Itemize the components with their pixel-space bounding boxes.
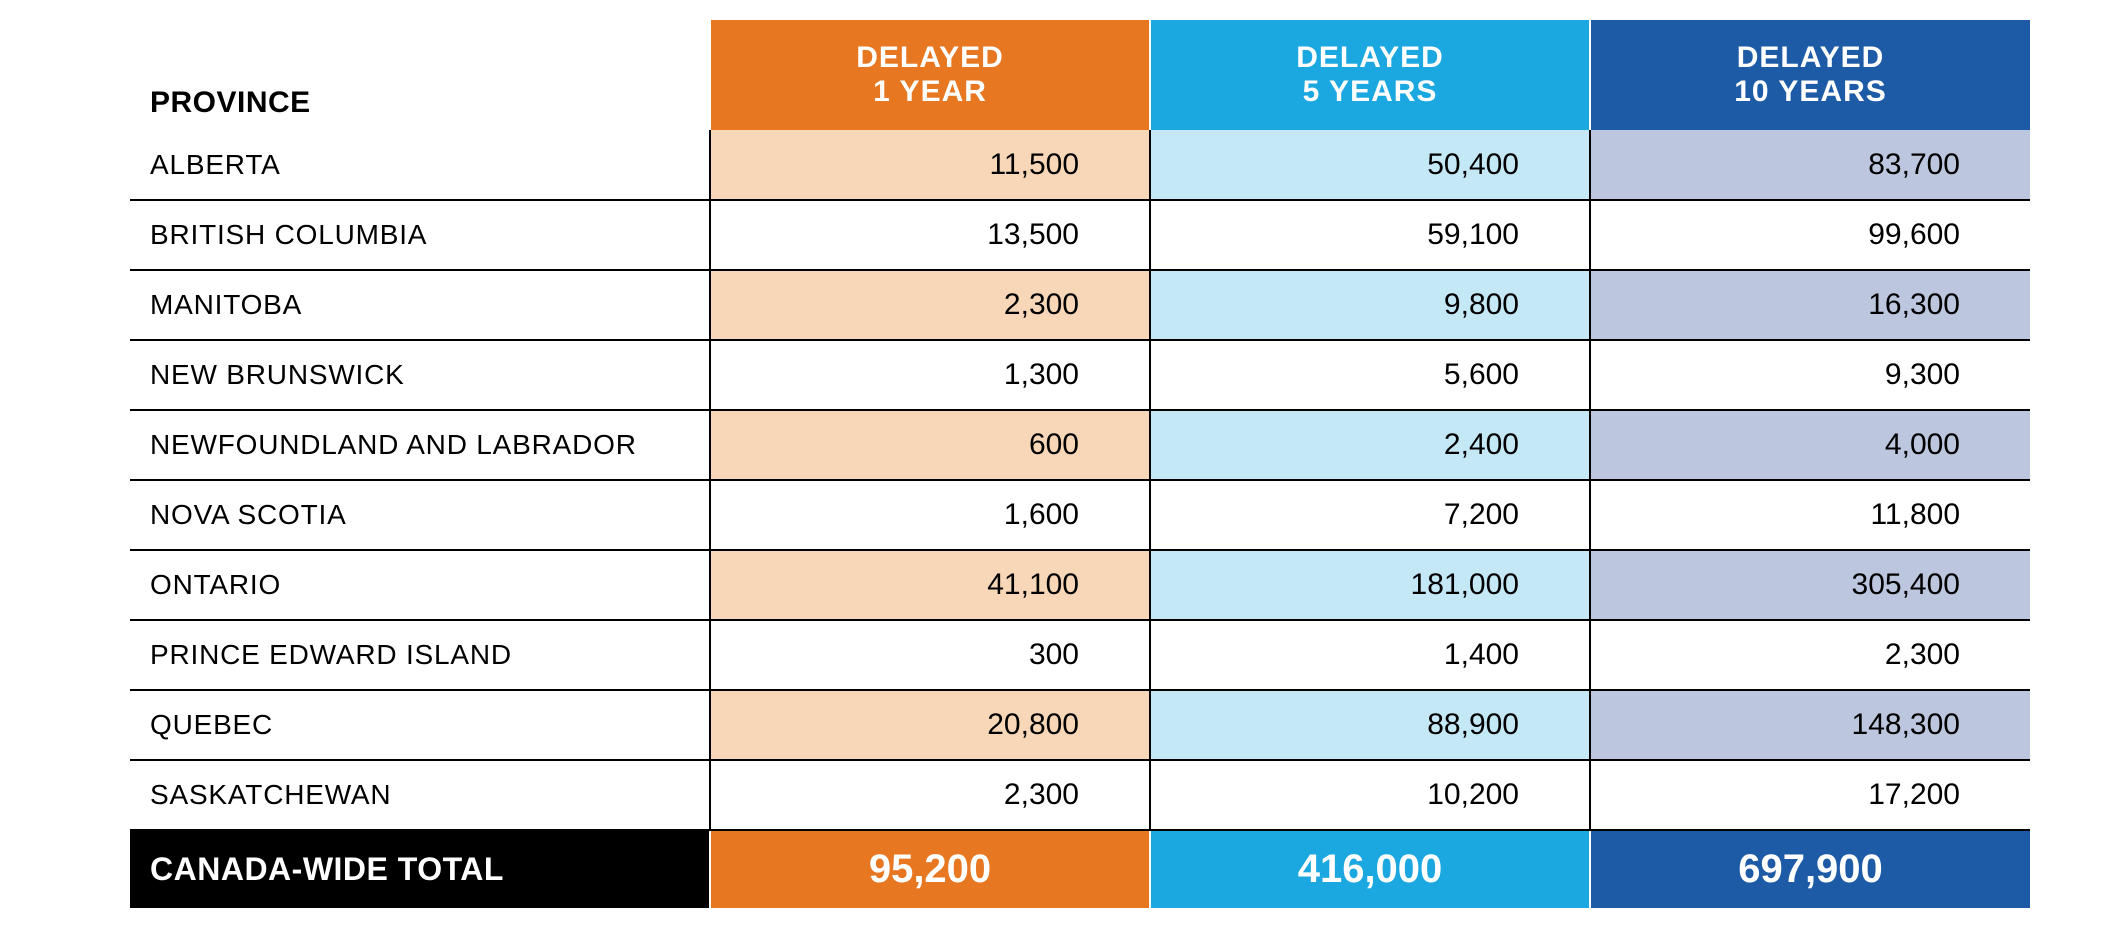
data-cell: 10,200 — [1150, 760, 1590, 830]
province-cell: ALBERTA — [130, 130, 710, 200]
table-row: MANITOBA2,3009,80016,300 — [130, 270, 2030, 340]
province-cell: MANITOBA — [130, 270, 710, 340]
data-cell: 600 — [710, 410, 1150, 480]
col-header-5yr: DELAYED 5 YEARS — [1150, 20, 1590, 130]
data-cell: 11,500 — [710, 130, 1150, 200]
table-row: NOVA SCOTIA1,6007,20011,800 — [130, 480, 2030, 550]
data-cell: 88,900 — [1150, 690, 1590, 760]
col-header-line1: DELAYED — [1737, 41, 1885, 74]
data-cell: 17,200 — [1590, 760, 2030, 830]
delay-table-container: PROVINCE DELAYED 1 YEAR DELAYED 5 YEARS … — [20, 20, 2118, 908]
col-header-10yr: DELAYED 10 YEARS — [1590, 20, 2030, 130]
col-header-line1: DELAYED — [856, 41, 1004, 74]
data-cell: 5,600 — [1150, 340, 1590, 410]
province-cell: NOVA SCOTIA — [130, 480, 710, 550]
data-cell: 181,000 — [1150, 550, 1590, 620]
col-header-line2: 5 YEARS — [1303, 75, 1438, 108]
delay-table: PROVINCE DELAYED 1 YEAR DELAYED 5 YEARS … — [130, 20, 2030, 908]
col-header-line2: 1 YEAR — [873, 75, 987, 108]
table-header: PROVINCE DELAYED 1 YEAR DELAYED 5 YEARS … — [130, 20, 2030, 130]
table-row: ONTARIO41,100181,000305,400 — [130, 550, 2030, 620]
total-cell: 416,000 — [1150, 830, 1590, 908]
col-header-line2: 10 YEARS — [1734, 75, 1887, 108]
data-cell: 1,400 — [1150, 620, 1590, 690]
data-cell: 83,700 — [1590, 130, 2030, 200]
table-body: ALBERTA11,50050,40083,700BRITISH COLUMBI… — [130, 130, 2030, 908]
total-row: CANADA-WIDE TOTAL95,200416,000697,900 — [130, 830, 2030, 908]
table-row: NEW BRUNSWICK1,3005,6009,300 — [130, 340, 2030, 410]
table-row: ALBERTA11,50050,40083,700 — [130, 130, 2030, 200]
province-cell: SASKATCHEWAN — [130, 760, 710, 830]
data-cell: 99,600 — [1590, 200, 2030, 270]
data-cell: 59,100 — [1150, 200, 1590, 270]
data-cell: 2,400 — [1150, 410, 1590, 480]
data-cell: 148,300 — [1590, 690, 2030, 760]
total-cell: 697,900 — [1590, 830, 2030, 908]
total-cell: 95,200 — [710, 830, 1150, 908]
data-cell: 13,500 — [710, 200, 1150, 270]
total-label: CANADA-WIDE TOTAL — [130, 830, 710, 908]
data-cell: 2,300 — [710, 270, 1150, 340]
province-cell: ONTARIO — [130, 550, 710, 620]
data-cell: 20,800 — [710, 690, 1150, 760]
data-cell: 7,200 — [1150, 480, 1590, 550]
table-row: BRITISH COLUMBIA13,50059,10099,600 — [130, 200, 2030, 270]
province-cell: BRITISH COLUMBIA — [130, 200, 710, 270]
table-row: NEWFOUNDLAND AND LABRADOR6002,4004,000 — [130, 410, 2030, 480]
col-header-line1: DELAYED — [1296, 41, 1444, 74]
province-cell: QUEBEC — [130, 690, 710, 760]
data-cell: 2,300 — [1590, 620, 2030, 690]
province-cell: NEWFOUNDLAND AND LABRADOR — [130, 410, 710, 480]
province-header: PROVINCE — [130, 20, 710, 130]
province-cell: PRINCE EDWARD ISLAND — [130, 620, 710, 690]
data-cell: 9,800 — [1150, 270, 1590, 340]
table-row: PRINCE EDWARD ISLAND3001,4002,300 — [130, 620, 2030, 690]
data-cell: 16,300 — [1590, 270, 2030, 340]
data-cell: 1,600 — [710, 480, 1150, 550]
table-row: SASKATCHEWAN2,30010,20017,200 — [130, 760, 2030, 830]
data-cell: 305,400 — [1590, 550, 2030, 620]
data-cell: 4,000 — [1590, 410, 2030, 480]
data-cell: 300 — [710, 620, 1150, 690]
data-cell: 9,300 — [1590, 340, 2030, 410]
data-cell: 1,300 — [710, 340, 1150, 410]
data-cell: 2,300 — [710, 760, 1150, 830]
data-cell: 50,400 — [1150, 130, 1590, 200]
data-cell: 11,800 — [1590, 480, 2030, 550]
col-header-1yr: DELAYED 1 YEAR — [710, 20, 1150, 130]
table-row: QUEBEC20,80088,900148,300 — [130, 690, 2030, 760]
province-cell: NEW BRUNSWICK — [130, 340, 710, 410]
data-cell: 41,100 — [710, 550, 1150, 620]
